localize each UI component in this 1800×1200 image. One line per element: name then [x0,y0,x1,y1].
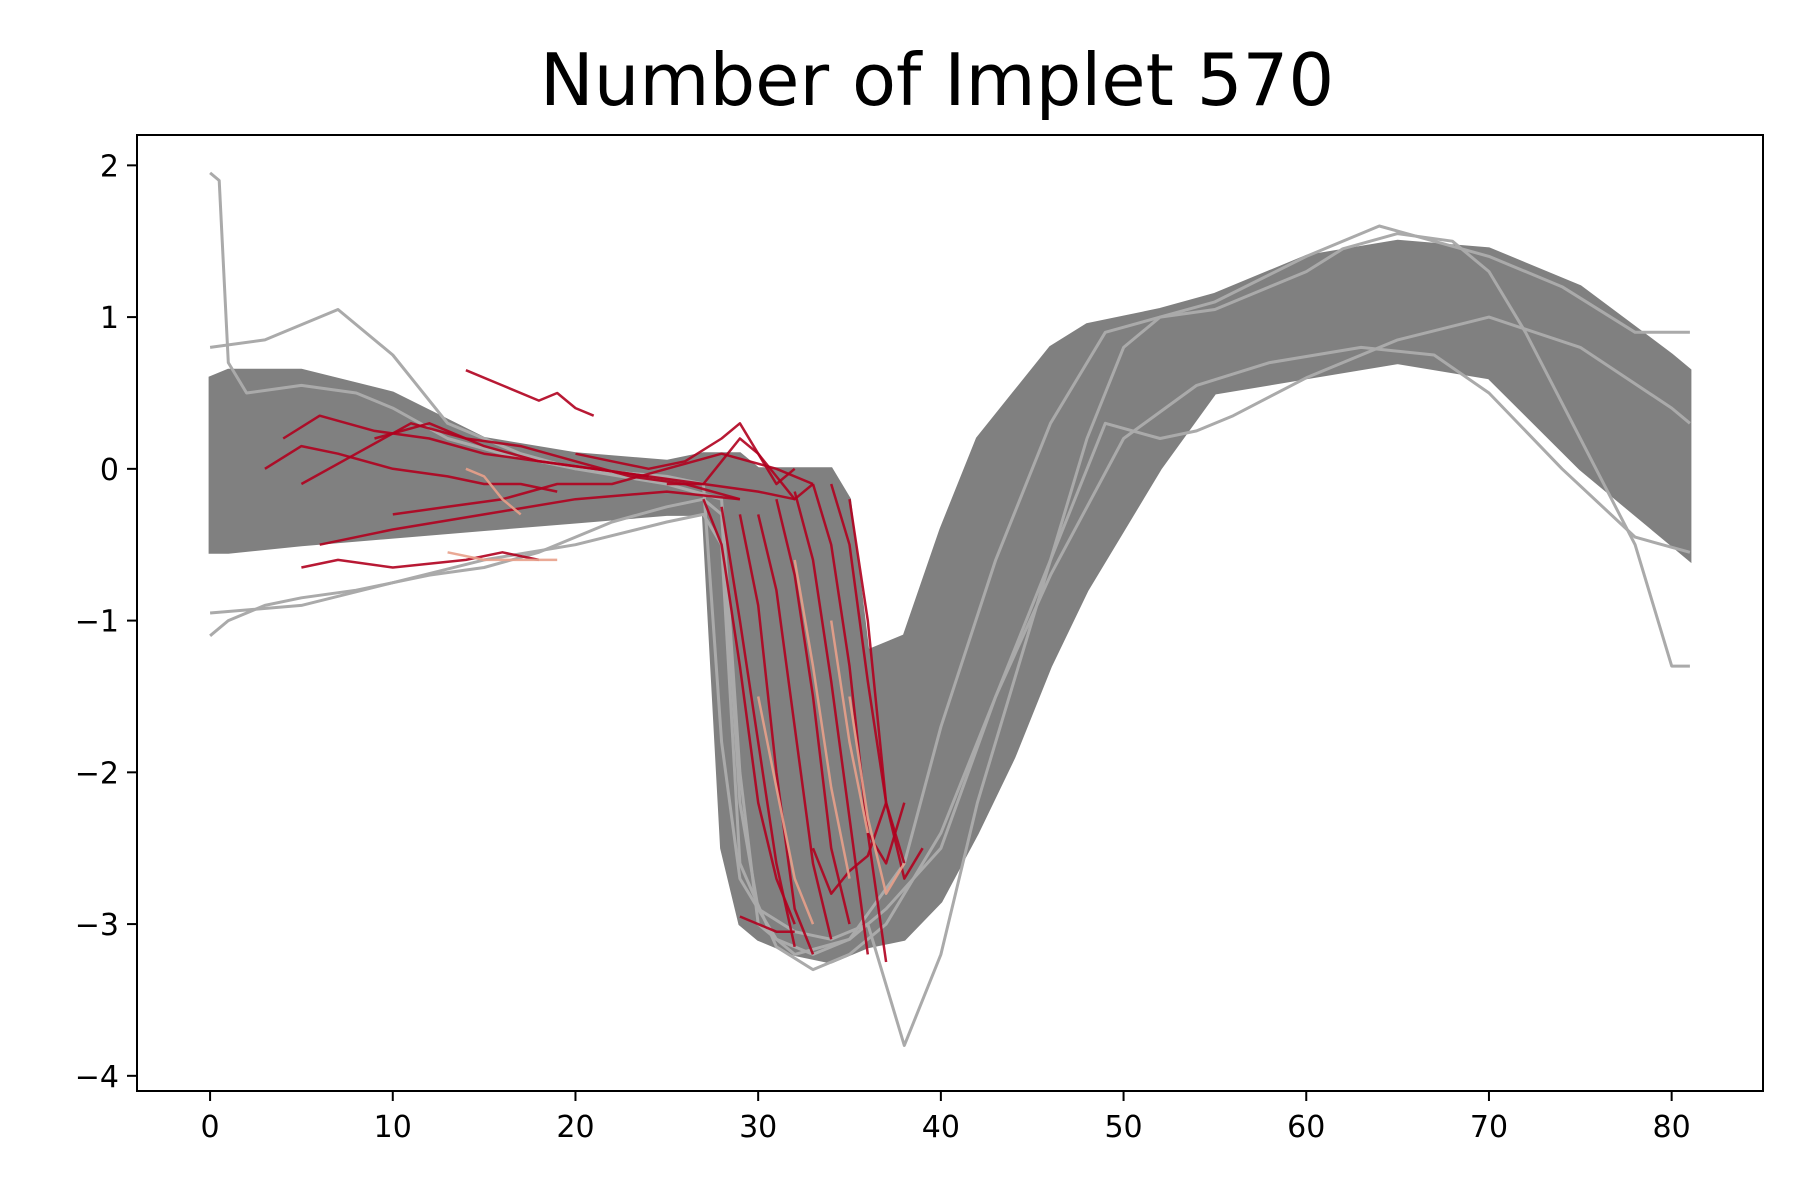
implet-line-10 [702,498,796,925]
implet-line-7 [392,452,814,516]
x-tick-label-0: 0 [201,1110,220,1145]
y-tick-label-0: 2 [100,149,119,184]
implet-line-14 [775,498,851,925]
implet-line-9 [666,437,814,501]
background-band-area [208,239,1692,964]
implet-light-line-2 [756,696,815,925]
x-tick-label-40: 40 [922,1110,960,1145]
implet-series-group [264,369,924,963]
implet-line-0 [264,444,558,493]
x-tick-label-80: 80 [1653,1110,1691,1145]
y-tick-label-5: −3 [75,908,119,943]
implet-line-12 [738,514,815,955]
implet-line-20 [739,915,795,933]
implet-line-5 [465,369,595,417]
x-tick-label-30: 30 [739,1110,777,1145]
implet-light-line-4 [829,620,870,834]
implet-line-8 [575,422,796,486]
implet-light-line-0 [465,467,522,516]
y-tick-label-3: −1 [75,605,119,640]
background-series-line-3 [209,345,1691,972]
implet-line-16 [811,483,888,963]
x-tick-label-20: 20 [556,1110,594,1145]
x-axis: 0 10 20 30 40 50 60 70 80 [201,1091,1691,1145]
implet-line-6 [374,422,795,501]
x-tick-label-50: 50 [1104,1110,1142,1145]
implet-line-15 [793,491,870,955]
implet-line-4 [319,490,741,546]
implet-light-line-3 [793,559,851,879]
y-tick-label-6: −4 [75,1060,119,1095]
implet-light-line-1 [447,551,558,562]
implet-line-3 [301,551,540,569]
plot-frame [136,134,1764,1092]
y-tick-label-2: 0 [100,453,119,488]
implet-line-11 [720,506,796,948]
implet-line-2 [300,422,741,501]
implet-light-line-5 [848,696,906,895]
background-series-band [208,239,1692,964]
y-axis: 2 1 0 −1 −2 −3 −4 [75,149,137,1095]
implet-line-13 [756,514,833,940]
y-tick-label-1: 1 [100,301,119,336]
x-tick-label-70: 70 [1470,1110,1508,1145]
y-tick-label-4: −2 [75,756,119,791]
x-tick-label-60: 60 [1287,1110,1325,1145]
chart-title: Number of Implet 570 [540,38,1334,122]
x-tick-label-10: 10 [374,1110,412,1145]
